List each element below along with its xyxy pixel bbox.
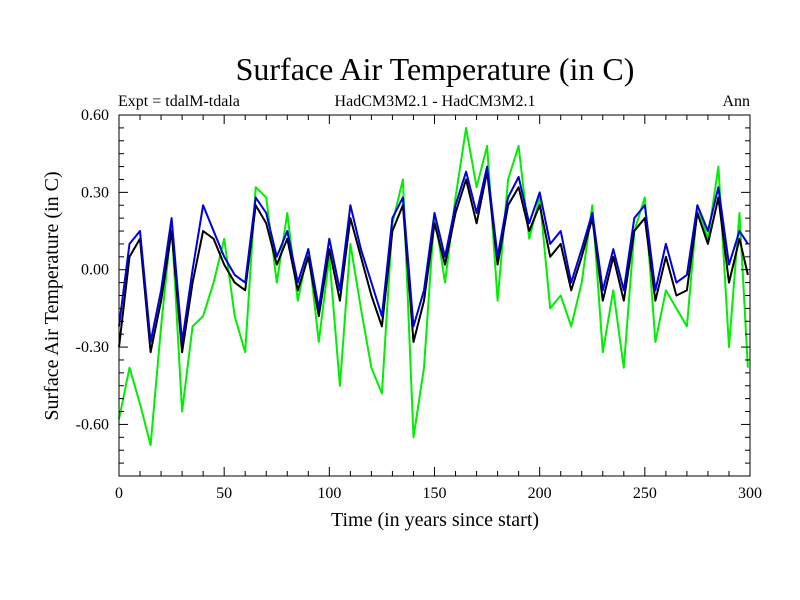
x-axis-label: Time (in years since start) bbox=[331, 509, 539, 531]
x-tick-label: 100 bbox=[317, 485, 341, 502]
x-tick-label: 50 bbox=[216, 485, 232, 502]
x-tick-label: 0 bbox=[115, 485, 123, 502]
plot-frame bbox=[118, 114, 751, 477]
series-line-series-black bbox=[118, 170, 749, 354]
x-tick-label: 200 bbox=[528, 485, 552, 502]
chart-subtitle-right: Ann bbox=[722, 93, 750, 110]
series-layer bbox=[118, 126, 749, 447]
y-axis-label: Surface Air Temperature (in C) bbox=[41, 171, 63, 420]
chart-title: Surface Air Temperature (in C) bbox=[236, 51, 635, 87]
y-tick-label: 0.30 bbox=[81, 184, 109, 201]
y-tick-label: 0.60 bbox=[81, 107, 109, 124]
y-tick-label: -0.30 bbox=[76, 339, 109, 356]
axes-layer: 0 50 100 150 200 250 300 0.60 0.30 0.00 -0.30 -0.60 bbox=[76, 107, 762, 502]
y-tick-label: -0.60 bbox=[76, 416, 109, 433]
series-line-series-blue bbox=[118, 165, 749, 343]
y-tick-label: 0.00 bbox=[81, 262, 109, 279]
chart-subtitle-left: Expt = tdalM-tdala bbox=[118, 93, 240, 110]
x-tick-label: 150 bbox=[423, 485, 447, 502]
x-tick-label: 300 bbox=[738, 485, 762, 502]
x-tick-label: 250 bbox=[633, 485, 657, 502]
chart-subtitle-center: HadCM3M2.1 - HadCM3M2.1 bbox=[335, 93, 536, 110]
